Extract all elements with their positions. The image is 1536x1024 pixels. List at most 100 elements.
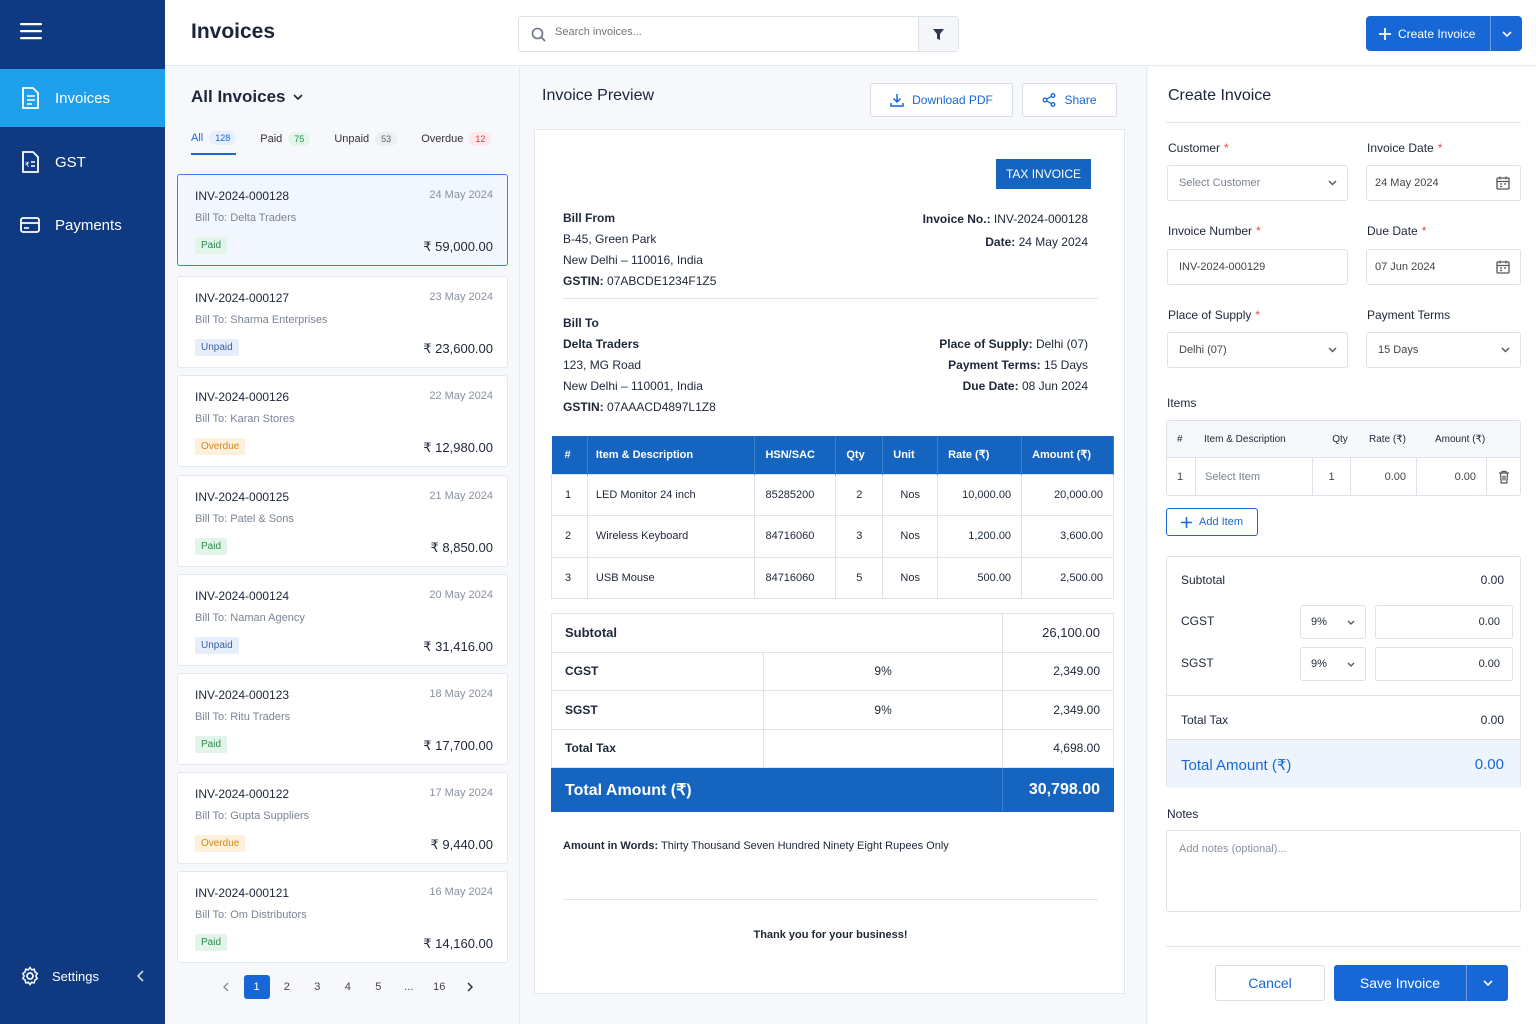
tab-paid[interactable]: Paid 75: [260, 131, 311, 155]
search-bar: [518, 16, 959, 52]
list-filter-dropdown[interactable]: All Invoices: [191, 87, 304, 107]
invoice-card[interactable]: INV-2024-000122 17 May 2024 Bill To: Gup…: [177, 772, 508, 864]
col-hsn: HSN/SAC: [754, 436, 837, 474]
label-text: Invoice Number: [1168, 224, 1253, 238]
cgst-rate-select[interactable]: 9%: [1300, 605, 1366, 639]
sgst-amount-field[interactable]: 0.00: [1375, 647, 1513, 681]
filter-button[interactable]: [918, 17, 958, 51]
tab-all[interactable]: All 128: [191, 131, 237, 155]
bill-to: Bill To: Sharma Enterprises: [195, 314, 328, 326]
invoice-card[interactable]: INV-2024-000121 16 May 2024 Bill To: Om …: [177, 871, 508, 963]
invoice-card[interactable]: INV-2024-000127 23 May 2024 Bill To: Sha…: [177, 276, 508, 368]
cgst-amount-field[interactable]: 0.00: [1375, 605, 1513, 639]
invoice-card[interactable]: INV-2024-000126 22 May 2024 Bill To: Kar…: [177, 375, 508, 467]
payment-terms-label: Payment Terms: [1367, 308, 1450, 322]
save-options-dropdown[interactable]: [1466, 965, 1508, 1001]
add-item-button[interactable]: Add Item: [1166, 508, 1258, 536]
customer-select[interactable]: Select Customer: [1167, 165, 1348, 201]
sidebar-item-gst[interactable]: ₹ GST: [0, 133, 165, 191]
invoice-no-label: Invoice No.:: [922, 212, 991, 226]
item-rate[interactable]: 0.00: [1350, 458, 1416, 495]
page-5[interactable]: 5: [375, 981, 382, 993]
gstin-label: GSTIN:: [563, 274, 604, 288]
tab-unpaid[interactable]: Unpaid 53: [334, 131, 398, 155]
total-amount-row: Total Amount (₹) 30,798.00: [550, 767, 1114, 812]
save-invoice-label[interactable]: Save Invoice: [1359, 975, 1441, 991]
bill-to-label: Bill To: [563, 316, 599, 330]
chevron-down-icon: [1328, 347, 1337, 353]
page-2[interactable]: 2: [283, 981, 290, 993]
sgst-row: SGST 9% 2,349.00: [551, 690, 1114, 730]
invoice-card[interactable]: INV-2024-000124 20 May 2024 Bill To: Nam…: [177, 574, 508, 666]
menu-icon[interactable]: [20, 22, 42, 40]
invoice-date-field[interactable]: 24 May 2024: [1366, 165, 1521, 201]
cgst-label: CGST: [1181, 614, 1215, 628]
due-date-field[interactable]: 07 Jun 2024: [1366, 249, 1521, 285]
items-header-row: # Item & Description Qty Rate (₹) Amount…: [1167, 421, 1520, 458]
form-title: Create Invoice: [1168, 87, 1272, 104]
cell-hsn: 85285200: [754, 473, 837, 516]
cancel-button[interactable]: Cancel: [1215, 965, 1325, 1001]
cell-unit: Nos: [882, 556, 939, 599]
add-item-label: Add Item: [1198, 516, 1244, 528]
create-invoice-main[interactable]: Create Invoice: [1366, 16, 1490, 51]
place-label: Place of Supply:: [939, 337, 1033, 351]
item-qty[interactable]: 1: [1312, 458, 1350, 495]
download-label: Download PDF: [912, 93, 993, 107]
divider: [1166, 946, 1521, 947]
total-tax-label: Total Tax: [1181, 713, 1229, 727]
save-invoice-button[interactable]: Save Invoice: [1334, 965, 1508, 1001]
search-input[interactable]: [555, 26, 895, 38]
payment-terms-select[interactable]: 15 Days: [1366, 332, 1521, 368]
invoice-card[interactable]: INV-2024-000123 18 May 2024 Bill To: Rit…: [177, 673, 508, 765]
invoice-list-panel: All Invoices All 128 Paid 75 Unpaid 53 Over…: [165, 67, 520, 1024]
count-badge: 53: [375, 132, 398, 146]
calendar-icon[interactable]: [1496, 260, 1510, 274]
item-select[interactable]: Select Item: [1195, 458, 1312, 495]
settings-button[interactable]: Settings: [20, 966, 145, 986]
bill-to-block: Bill To Delta Traders 123, MG Road New D…: [563, 313, 716, 418]
chevron-down-icon: [1501, 30, 1512, 37]
notes-label: Notes: [1167, 807, 1199, 821]
col-num: #: [551, 436, 588, 474]
count-badge: 12: [469, 132, 492, 146]
create-invoice-dropdown[interactable]: [1490, 16, 1522, 51]
calendar-icon[interactable]: [1496, 176, 1510, 190]
share-button[interactable]: Share: [1022, 83, 1117, 117]
col-amount: Amount (₹): [1021, 436, 1114, 474]
place-of-supply-select[interactable]: Delhi (07): [1167, 332, 1348, 368]
status-badge: Unpaid: [195, 637, 239, 654]
divider: [1166, 122, 1521, 123]
count-badge: 75: [288, 132, 311, 146]
status-badge: Overdue: [195, 438, 246, 455]
prev-page-button[interactable]: [211, 975, 242, 999]
customer-name: Delta Traders: [563, 337, 640, 351]
page-16[interactable]: 16: [433, 981, 446, 993]
page-4[interactable]: 4: [344, 981, 351, 993]
subtotal-row: Subtotal 26,100.00: [550, 613, 1114, 653]
sgst-label: SGST: [1181, 656, 1214, 670]
next-page-button[interactable]: [455, 975, 486, 999]
invoice-card[interactable]: INV-2024-000128 24 May 2024 Bill To: Del…: [177, 174, 508, 266]
tab-overdue[interactable]: Overdue 12: [421, 131, 492, 155]
sidebar-item-invoices[interactable]: Invoices: [0, 69, 165, 127]
notes-textarea[interactable]: Add notes (optional)...: [1166, 830, 1521, 912]
trash-icon[interactable]: [1486, 458, 1520, 495]
sidebar-item-payments[interactable]: Payments: [0, 196, 165, 254]
col-rate: Rate (₹): [1369, 433, 1406, 445]
label-text: Customer: [1168, 141, 1221, 155]
form-totals: Subtotal 0.00 CGST 9% 0.00 SGST 9% 0.00 …: [1166, 556, 1521, 788]
settings-label: Settings: [52, 968, 99, 984]
download-pdf-button[interactable]: Download PDF: [870, 83, 1013, 117]
words-label: Amount in Words:: [563, 840, 659, 852]
filter-icon: [932, 28, 945, 41]
invoice-document: TAX INVOICE Bill From B-45, Green Park N…: [534, 129, 1125, 994]
create-invoice-button[interactable]: Create Invoice: [1366, 16, 1522, 51]
invoice-card[interactable]: INV-2024-000125 21 May 2024 Bill To: Pat…: [177, 475, 508, 567]
page-1[interactable]: 1: [243, 975, 270, 999]
chevron-down-icon: [293, 94, 304, 100]
collapse-icon[interactable]: [137, 970, 145, 982]
sgst-rate-select[interactable]: 9%: [1300, 647, 1366, 681]
page-3[interactable]: 3: [314, 981, 321, 993]
invoice-number-field[interactable]: INV-2024-000129: [1167, 249, 1348, 285]
